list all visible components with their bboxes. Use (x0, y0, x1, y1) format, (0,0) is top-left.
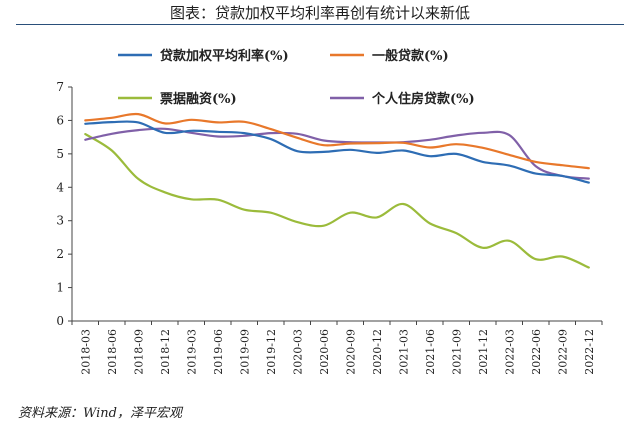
x-tick-label: 2020-09 (344, 329, 357, 375)
x-tick-label: 2018-03 (79, 329, 92, 375)
chart-lines (84, 112, 590, 269)
x-tick-label: 2022-09 (556, 329, 569, 375)
x-tick-label: 2018-09 (132, 329, 145, 375)
y-tick-label: 2 (56, 247, 64, 261)
x-tick-label: 2019-09 (238, 329, 251, 375)
x-tick-label: 2021-06 (424, 329, 437, 375)
y-tick-label: 6 (56, 113, 64, 127)
y-tick-label: 1 (56, 281, 64, 295)
x-tick-label: 2022-03 (503, 329, 516, 375)
legend-label-weighted-avg: 贷款加权平均利率(%) (160, 48, 289, 64)
title-rule (16, 24, 624, 25)
x-tick-label: 2018-12 (159, 329, 172, 375)
x-tick-label: 2020-03 (291, 329, 304, 375)
x-tick-label: 2022-12 (583, 329, 596, 375)
x-tick-label: 2019-03 (185, 329, 198, 375)
y-tick-label: 4 (56, 180, 64, 194)
legend-label-general-loans: 一般贷款(%) (372, 48, 449, 64)
x-tick-label: 2018-06 (106, 329, 119, 375)
y-tick-label: 0 (56, 314, 64, 328)
x-tick-label: 2019-06 (212, 329, 225, 375)
series-line-general-loans (84, 112, 590, 170)
x-tick-label: 2021-12 (477, 329, 490, 375)
source-note: 资料来源：Wind，泽平宏观 (18, 406, 182, 421)
x-tick-label: 2021-03 (397, 329, 410, 375)
y-tick-label: 3 (56, 214, 64, 228)
series-line-weighted-avg (84, 120, 590, 184)
legend-label-bill-financing: 票据融资(%) (160, 91, 237, 107)
legend: 贷款加权平均利率(%) 一般贷款(%) 票据融资(%) 个人住房贷款(%) (118, 48, 475, 107)
x-tick-label: 2020-12 (371, 329, 384, 375)
x-tick-label: 2020-06 (318, 329, 331, 375)
page-title: 图表：贷款加权平均利率再创有统计以来新低 (169, 4, 470, 22)
x-tick-label: 2021-09 (450, 329, 463, 375)
x-tick-label: 2019-12 (265, 329, 278, 375)
legend-label-mortgage: 个人住房贷款(%) (371, 91, 475, 107)
y-tick-label: 5 (56, 147, 64, 161)
x-tick-label: 2022-06 (530, 329, 543, 375)
chart-axes: 0 1 2 3 4 5 6 7 2018-03 2018-06 2018-09 2018-12 2019… (56, 80, 603, 375)
series-line-bill-financing (84, 133, 590, 269)
y-tick-label: 7 (56, 80, 64, 94)
series-line-mortgage (84, 127, 590, 180)
